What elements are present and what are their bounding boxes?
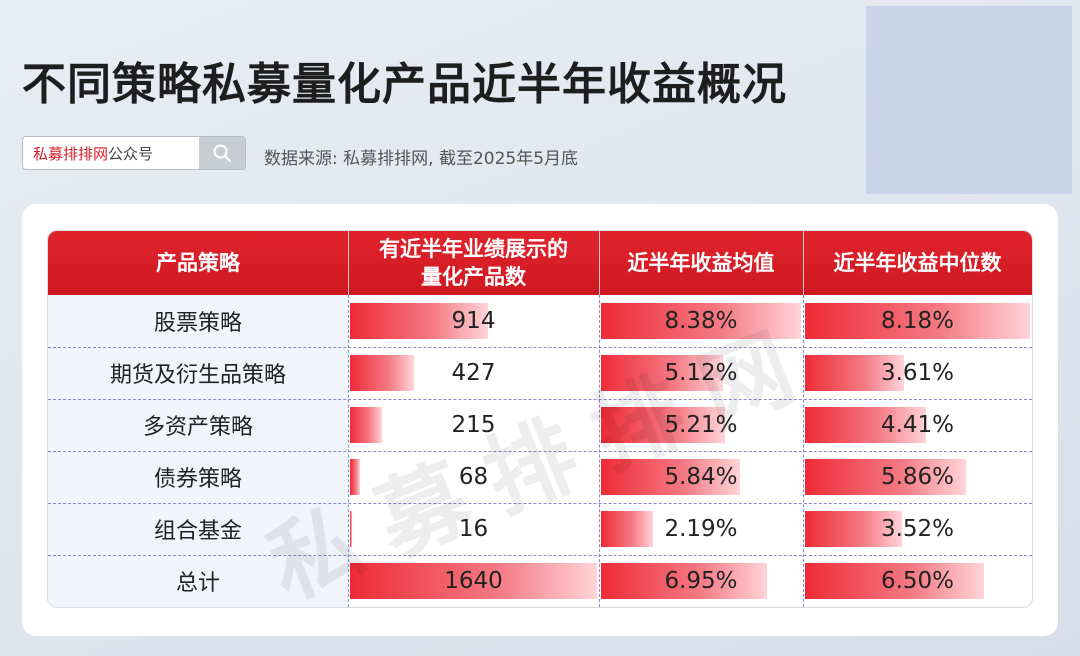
- page-title: 不同策略私募量化产品近半年收益概况: [22, 59, 787, 110]
- mean-cell: 2.19%: [599, 503, 803, 555]
- count-bar: [350, 511, 353, 547]
- median-bar: [805, 563, 984, 599]
- strategy-name: 总计: [48, 555, 348, 607]
- table-row: 债券策略 68 5.84% 5.86%: [48, 451, 1032, 503]
- median-value: 5.86%: [880, 464, 955, 490]
- mean-cell: 5.21%: [599, 399, 803, 451]
- mean-cell: 6.95%: [599, 555, 803, 607]
- count-value: 215: [451, 412, 496, 438]
- median-bar: [805, 407, 927, 443]
- mean-bar: [601, 303, 801, 339]
- mean-bar: [601, 459, 741, 495]
- search-label: 私募排排网公众号: [23, 143, 199, 164]
- row-divider: [48, 555, 1032, 556]
- count-bar: [350, 563, 597, 599]
- count-cell: 1640: [348, 555, 599, 607]
- median-bar: [805, 355, 905, 391]
- row-divider: [48, 399, 1032, 400]
- median-cell: 8.18%: [803, 295, 1032, 347]
- mean-value: 2.19%: [664, 516, 738, 542]
- decorative-panel: [866, 6, 1072, 194]
- table-row: 组合基金 16 2.19% 3.52%: [48, 503, 1032, 555]
- header-divider: [803, 231, 804, 295]
- count-cell: 68: [348, 451, 599, 503]
- count-bar: [350, 303, 488, 339]
- median-value: 6.50%: [880, 568, 955, 594]
- column-header: 近半年收益均值: [627, 251, 775, 275]
- mean-value: 8.38%: [664, 308, 738, 334]
- column-divider: [803, 295, 804, 607]
- count-cell: 16: [348, 503, 599, 555]
- mean-bar: [601, 511, 654, 547]
- mean-cell: 5.84%: [599, 451, 803, 503]
- median-value: 8.18%: [880, 308, 955, 334]
- mean-value: 5.84%: [664, 464, 738, 490]
- header-divider: [599, 231, 600, 295]
- median-cell: 3.52%: [803, 503, 1032, 555]
- median-value: 3.61%: [880, 360, 955, 386]
- header-divider: [348, 231, 349, 295]
- search-suffix: 公众号: [108, 144, 154, 163]
- strategy-name: 股票策略: [48, 295, 348, 347]
- search-icon: [213, 144, 232, 163]
- mean-bar: [601, 563, 767, 599]
- count-value: 68: [458, 464, 489, 490]
- row-divider: [48, 503, 1032, 504]
- median-cell: 3.61%: [803, 347, 1032, 399]
- count-value: 1640: [444, 568, 503, 594]
- column-divider: [599, 295, 600, 607]
- strategy-name: 债券策略: [48, 451, 348, 503]
- table-row: 期货及衍生品策略 427 5.12% 3.61%: [48, 347, 1032, 399]
- count-value: 16: [458, 516, 489, 542]
- table-row: 股票策略 914 8.38% 8.18%: [48, 295, 1032, 347]
- row-divider: [48, 347, 1032, 348]
- count-bar: [350, 355, 415, 391]
- mean-value: 6.95%: [664, 568, 738, 594]
- median-bar: [805, 459, 967, 495]
- search-brand: 私募排排网: [33, 144, 109, 163]
- count-bar: [350, 407, 383, 443]
- count-bar: [350, 459, 361, 495]
- data-source: 数据来源: 私募排排网, 截至2025年5月底: [264, 149, 579, 169]
- column-header: 有近半年业绩展示的 量化产品数: [379, 237, 568, 289]
- count-cell: 215: [348, 399, 599, 451]
- mean-cell: 5.12%: [599, 347, 803, 399]
- column-header: 产品策略: [156, 251, 240, 275]
- median-bar: [805, 511, 902, 547]
- search-box[interactable]: 私募排排网公众号: [22, 136, 246, 170]
- table-row: 总计 1640 6.95% 6.50%: [48, 555, 1032, 607]
- strategy-table: 产品策略 有近半年业绩展示的 量化产品数 近半年收益均值 近半年收益中位数 股票策略 9…: [47, 230, 1033, 608]
- mean-cell: 8.38%: [599, 295, 803, 347]
- count-value: 427: [451, 360, 496, 386]
- table-header: 产品策略 有近半年业绩展示的 量化产品数 近半年收益均值 近半年收益中位数: [48, 231, 1032, 295]
- median-cell: 4.41%: [803, 399, 1032, 451]
- count-value: 914: [451, 308, 496, 334]
- mean-value: 5.21%: [664, 412, 738, 438]
- count-cell: 914: [348, 295, 599, 347]
- median-cell: 6.50%: [803, 555, 1032, 607]
- strategy-name: 组合基金: [48, 503, 348, 555]
- column-divider: [348, 295, 349, 607]
- strategy-name: 多资产策略: [48, 399, 348, 451]
- column-header: 近半年收益中位数: [833, 251, 1002, 275]
- median-value: 4.41%: [880, 412, 955, 438]
- median-bar: [805, 303, 1030, 339]
- mean-value: 5.12%: [664, 360, 738, 386]
- median-cell: 5.86%: [803, 451, 1032, 503]
- strategy-name: 期货及衍生品策略: [48, 347, 348, 399]
- search-button[interactable]: [199, 137, 245, 169]
- mean-bar: [601, 407, 726, 443]
- row-divider: [48, 451, 1032, 452]
- count-cell: 427: [348, 347, 599, 399]
- table-row: 多资产策略 215 5.21% 4.41%: [48, 399, 1032, 451]
- median-value: 3.52%: [880, 516, 955, 542]
- mean-bar: [601, 355, 724, 391]
